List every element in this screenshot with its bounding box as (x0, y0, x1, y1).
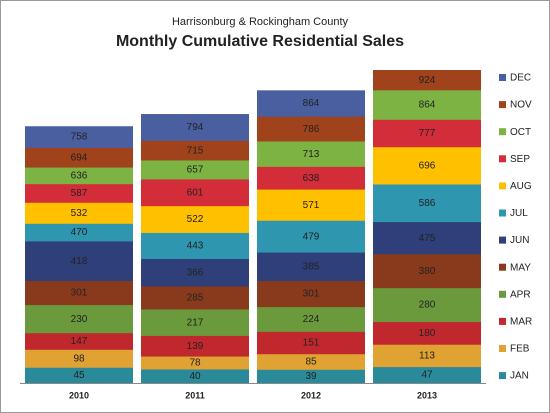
legend-swatch (499, 209, 506, 217)
legend-swatch (499, 182, 506, 190)
data-label: 571 (303, 200, 320, 211)
legend-swatch (499, 155, 506, 163)
data-label: 587 (71, 188, 88, 199)
data-label: 224 (303, 314, 320, 325)
legend-label: SEP (510, 154, 530, 165)
data-label: 98 (73, 353, 85, 364)
legend-label: APR (510, 289, 531, 300)
bar (25, 367, 133, 383)
data-label: 696 (419, 161, 436, 172)
data-label: 713 (303, 149, 320, 160)
data-label: 786 (303, 124, 320, 135)
data-label: 636 (71, 170, 88, 181)
data-label: 230 (71, 314, 88, 325)
legend-label: AUG (510, 181, 532, 192)
bar (257, 369, 365, 383)
x-tick-label: 2013 (417, 390, 437, 400)
legend-label: JAN (510, 371, 529, 382)
data-label: 864 (303, 98, 320, 109)
legend-swatch (499, 101, 506, 109)
chart-subtitle: Harrisonburg & Rockingham County (172, 16, 349, 28)
data-label: 794 (187, 122, 204, 133)
legend-swatch (499, 290, 506, 298)
legend-label: FEB (510, 344, 530, 355)
x-tick-label: 2012 (301, 390, 321, 400)
legend-label: MAR (510, 317, 532, 328)
legend-label: OCT (510, 127, 531, 138)
data-label: 758 (71, 132, 88, 143)
legend-label: DEC (510, 73, 531, 84)
data-label: 366 (187, 267, 204, 278)
data-label: 40 (189, 371, 201, 382)
data-label: 522 (187, 214, 204, 225)
x-tick-label: 2011 (185, 390, 205, 400)
data-label: 470 (71, 227, 88, 238)
data-label: 715 (187, 145, 204, 156)
chart-title: Monthly Cumulative Residential Sales (116, 33, 404, 50)
legend-swatch (499, 128, 506, 136)
data-label: 532 (71, 208, 88, 219)
data-label: 924 (419, 75, 436, 86)
data-label: 777 (419, 128, 436, 139)
bar (373, 367, 481, 383)
legend-label: JUN (510, 235, 529, 246)
data-label: 39 (305, 371, 317, 382)
data-label: 638 (303, 173, 320, 184)
data-label: 586 (419, 198, 436, 209)
data-label: 864 (419, 100, 436, 111)
data-label: 479 (303, 231, 320, 242)
data-label: 418 (71, 256, 88, 267)
legend-swatch (499, 236, 506, 244)
data-label: 657 (187, 165, 204, 176)
data-label: 443 (187, 241, 204, 252)
data-label: 147 (71, 336, 88, 347)
data-label: 151 (303, 338, 320, 349)
data-label: 301 (303, 289, 320, 300)
data-label: 475 (419, 233, 436, 244)
data-label: 385 (303, 261, 320, 272)
legend-label: MAY (510, 262, 531, 273)
legend-swatch (499, 74, 506, 81)
data-label: 380 (419, 266, 436, 277)
data-label: 280 (419, 300, 436, 311)
data-label: 601 (187, 187, 204, 198)
data-label: 85 (305, 357, 317, 368)
x-tick-label: 2010 (69, 390, 89, 400)
data-label: 113 (419, 351, 435, 362)
data-label: 47 (421, 370, 433, 381)
data-label: 180 (419, 328, 436, 339)
data-label: 301 (71, 288, 88, 299)
data-label: 694 (71, 152, 88, 163)
legend-swatch (499, 317, 506, 325)
legend-swatch (499, 345, 506, 352)
data-label: 285 (187, 293, 204, 304)
legend-swatch (499, 263, 506, 271)
data-label: 78 (189, 358, 201, 369)
bar (141, 369, 249, 383)
data-label: 217 (187, 317, 204, 328)
legend-label: JUL (510, 208, 528, 219)
legend-swatch (499, 372, 506, 380)
data-label: 45 (73, 370, 85, 381)
legend-label: NOV (510, 100, 532, 111)
data-label: 139 (187, 341, 204, 352)
